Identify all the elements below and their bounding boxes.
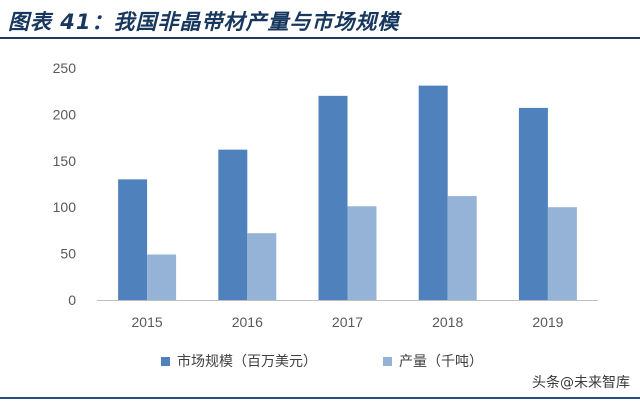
x-tick-label: 2019 [532,314,563,330]
legend: 市场规模（百万美元） 产量（千吨） [161,353,483,370]
legend-swatch [383,357,392,366]
bar-output-2016 [247,233,277,300]
bar-output-2017 [347,206,377,300]
y-tick-label: 200 [53,106,77,122]
bar-market-size-2017 [318,95,348,300]
y-axis: 0 50 100 150 200 250 [53,60,77,308]
x-tick-label: 2017 [332,314,363,330]
x-tick-label: 2015 [132,314,163,330]
x-axis: 2015 2016 2017 2018 2019 [132,314,564,330]
bar-market-size-2018 [418,85,448,301]
y-tick-label: 250 [53,60,77,76]
y-tick-label: 100 [53,199,77,215]
x-tick-label: 2018 [432,314,463,330]
figure-title: 图表 41：我国非晶带材产量与市场规模 [8,10,400,34]
legend-swatch [161,357,170,366]
bar-output-2015 [147,254,177,300]
bottom-rule [0,397,640,399]
legend-label: 市场规模（百万美元） [177,353,317,370]
watermark: 头条@未来智库 [530,372,632,392]
legend-label: 产量（千吨） [399,354,483,370]
bar-market-size-2015 [118,179,148,300]
bars-group [118,85,577,301]
x-tick-label: 2016 [232,314,263,330]
bar-market-size-2016 [218,149,248,300]
y-tick-label: 0 [68,292,76,308]
y-tick-label: 50 [60,246,76,262]
y-tick-label: 150 [53,153,77,169]
bar-output-2019 [547,207,577,300]
bar-output-2018 [447,196,477,300]
bar-market-size-2019 [518,107,548,301]
title-underline [0,37,640,39]
